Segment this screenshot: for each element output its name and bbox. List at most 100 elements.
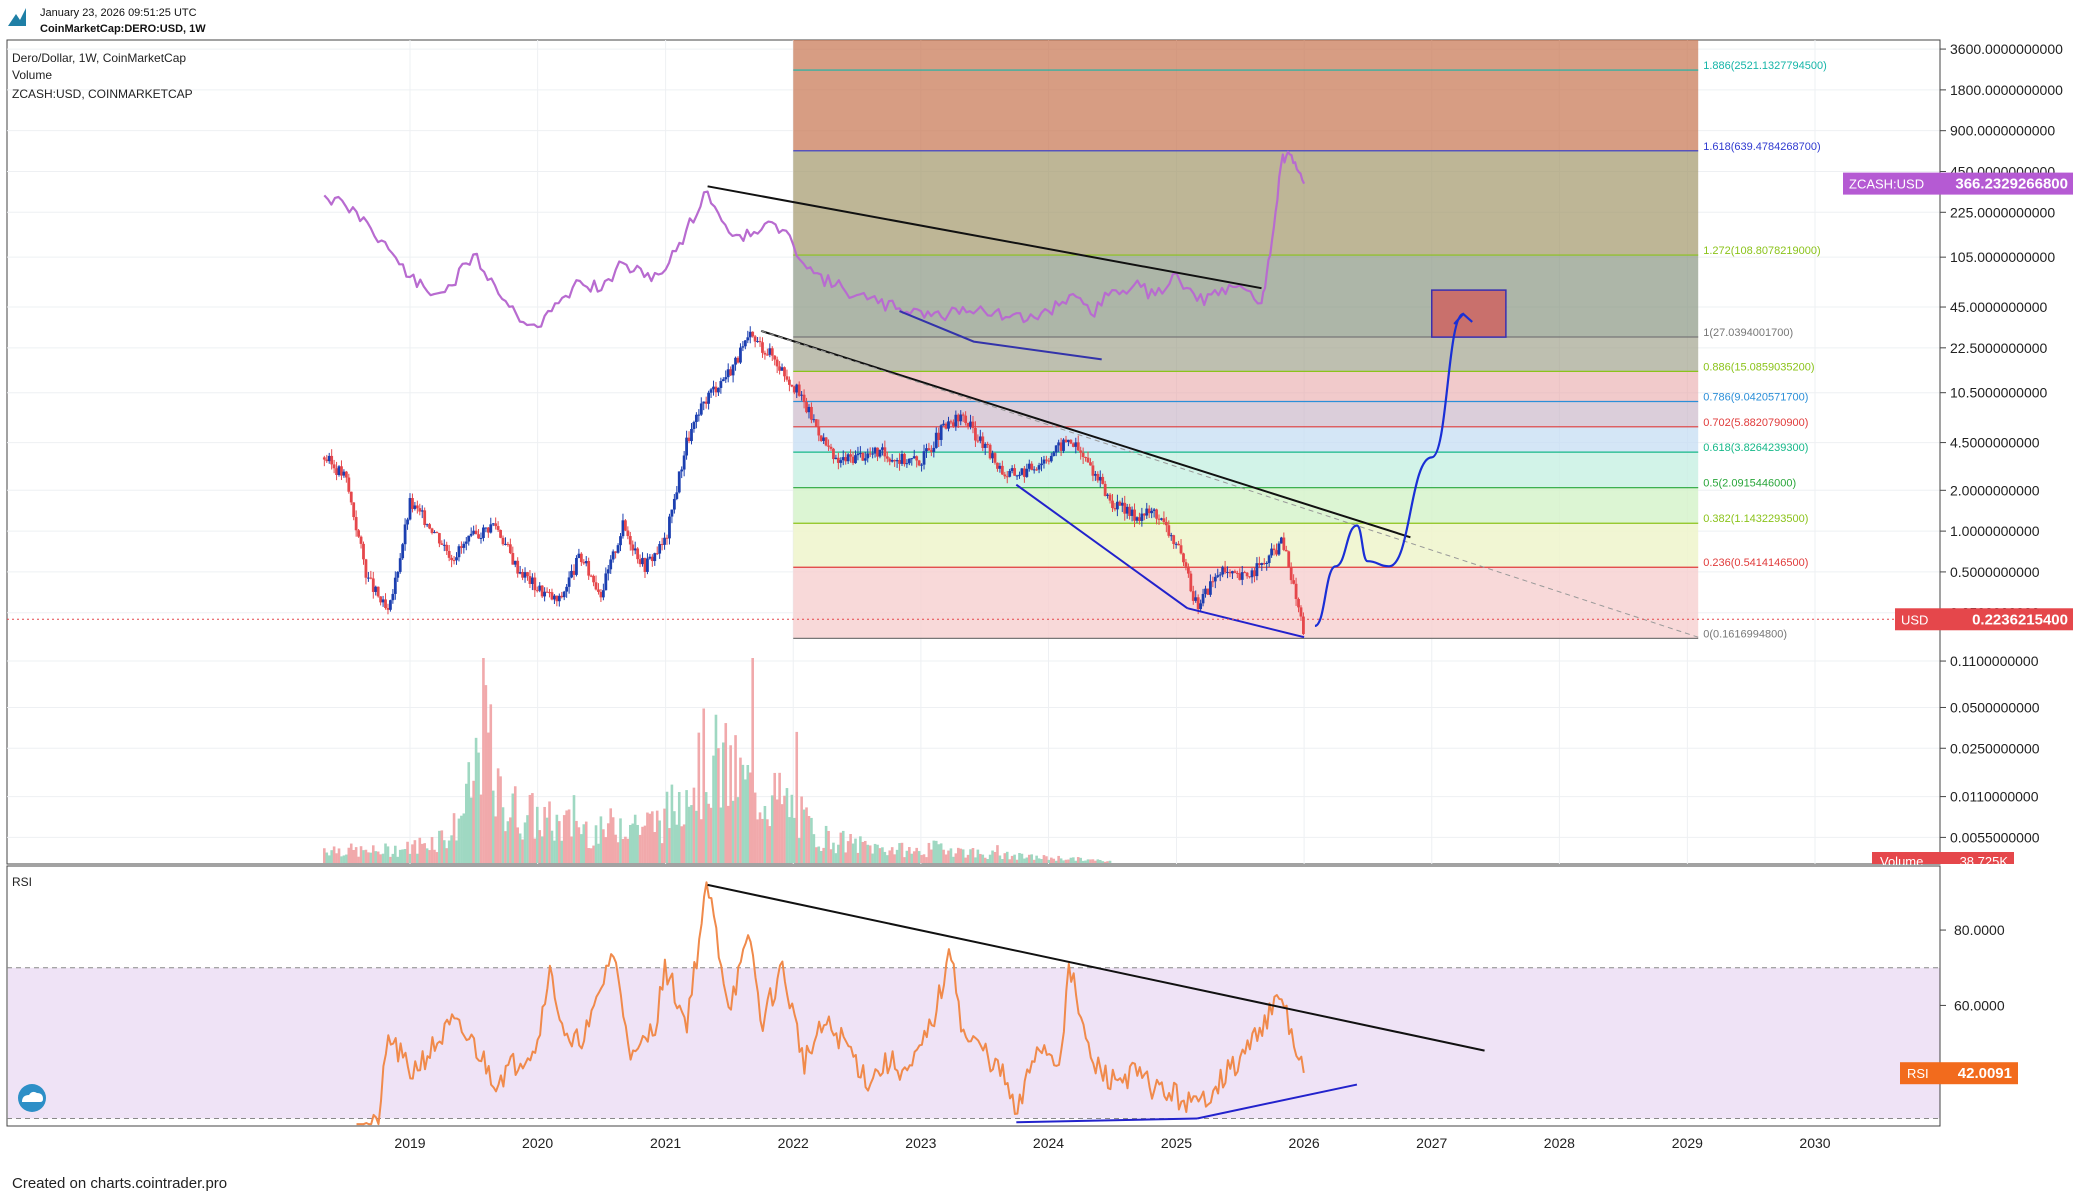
candle-body <box>697 414 701 416</box>
candle-body <box>756 340 759 342</box>
volume-bar <box>396 856 400 863</box>
y-tick-label: 2.0000000000 <box>1950 482 2040 498</box>
volume-bar <box>844 852 847 863</box>
volume-bar <box>756 819 759 863</box>
candle-body <box>1250 570 1254 578</box>
fib-band <box>793 487 1699 524</box>
candle-body <box>369 577 373 579</box>
volume-bar <box>824 825 828 863</box>
volume-bar <box>499 776 502 863</box>
candle-body <box>611 551 615 560</box>
x-tick-label: 2028 <box>1544 1135 1575 1151</box>
candle-body <box>521 572 524 578</box>
candle-body <box>898 460 901 464</box>
volume-bar <box>939 843 943 863</box>
candle-body <box>841 457 845 461</box>
candle-body <box>731 364 735 376</box>
time-axis[interactable]: 2019 2020 2021 2022 2023 2024 2025 2026 2027 2028… <box>7 1125 1940 1151</box>
volume-bar <box>1072 857 1075 863</box>
x-tick-label: 2025 <box>1161 1135 1192 1151</box>
price-axis[interactable]: 3600.0000000000 1800.0000000000 900.000000… <box>1939 40 2063 864</box>
candle-body <box>1201 593 1205 604</box>
volume-bar <box>1067 859 1070 863</box>
candle-body <box>1037 465 1041 470</box>
candle-body <box>810 406 813 420</box>
candle-body <box>949 421 953 423</box>
candle-body <box>1240 572 1244 580</box>
candle-body <box>1169 535 1173 537</box>
price-panel[interactable]: 1.886(2521.1327794500) 1.618(639.47842687… <box>6 39 2073 1126</box>
volume-bar <box>376 851 380 863</box>
volume-bar <box>553 840 556 863</box>
candle-body <box>428 524 431 529</box>
candle-body <box>587 561 591 576</box>
volume-bar <box>753 792 757 863</box>
candle-body <box>1294 583 1298 600</box>
volume-bar <box>428 850 431 863</box>
volume-bar <box>592 845 595 863</box>
fib-level-label: 1.618(639.4784268700) <box>1703 141 1820 153</box>
volume-bar <box>785 788 789 863</box>
candle-body <box>802 394 806 403</box>
candle-body <box>834 457 838 460</box>
volume-bar <box>775 799 779 863</box>
candle-body <box>915 456 919 461</box>
volume-bar <box>663 808 666 863</box>
candle-body <box>866 453 870 459</box>
rsi-panel[interactable]: 80.0000 60.0000 RSI 42.0091 RSI <box>6 865 2018 1127</box>
candle-body <box>479 537 483 539</box>
volume-bar <box>741 764 745 863</box>
candle-body <box>1191 591 1195 601</box>
volume-bar <box>1089 859 1092 863</box>
candle-body <box>682 455 686 470</box>
volume-bar <box>584 821 588 863</box>
candle-body <box>437 533 441 544</box>
volume-bar <box>915 847 918 863</box>
candle-body <box>807 406 811 413</box>
candle-body <box>1069 439 1073 444</box>
candle-body <box>577 553 581 559</box>
fib-band <box>793 337 1699 372</box>
candle-body <box>1257 563 1261 566</box>
candle-body <box>499 529 502 538</box>
candle-body <box>758 340 762 343</box>
volume-bar <box>837 844 840 863</box>
y-tick-label: 1800.0000000000 <box>1950 82 2063 98</box>
volume-bar <box>890 847 894 863</box>
candle-body <box>743 340 747 347</box>
y-tick-label: 900.0000000000 <box>1950 123 2055 139</box>
candle-body <box>998 465 1002 469</box>
x-tick-label: 2029 <box>1672 1135 1703 1151</box>
fib-level-label: 0.786(9.0420571700) <box>1703 391 1808 403</box>
candle-body <box>504 543 507 545</box>
volume-bar <box>670 784 674 863</box>
candle-body <box>658 543 662 554</box>
candle-body <box>523 572 527 578</box>
candle-body <box>1071 443 1075 447</box>
y-tick-label: 0.0500000000 <box>1950 699 2040 715</box>
rsi-line <box>356 881 1305 1126</box>
volume-bar <box>917 851 921 863</box>
candle-body <box>1049 455 1053 462</box>
candle-body <box>1042 459 1046 464</box>
candle-body <box>712 386 715 390</box>
candle-body <box>548 592 551 594</box>
volume-bar <box>988 854 992 863</box>
volume-bar <box>482 658 485 863</box>
candle-body <box>1284 549 1288 552</box>
volume-bar <box>469 797 473 863</box>
candle-body <box>660 543 664 545</box>
candle-body <box>1138 517 1141 521</box>
x-tick-label: 2027 <box>1416 1135 1447 1151</box>
candle-body <box>1045 459 1048 461</box>
candle-body <box>376 586 380 597</box>
candle-body <box>1279 537 1283 544</box>
volume-bar <box>964 857 967 863</box>
volume-bar <box>479 794 483 863</box>
volume-bar <box>876 844 879 863</box>
candle-body <box>783 367 786 377</box>
candle-body <box>337 466 341 475</box>
volume-bar <box>401 849 404 863</box>
candle-body <box>1140 513 1144 521</box>
